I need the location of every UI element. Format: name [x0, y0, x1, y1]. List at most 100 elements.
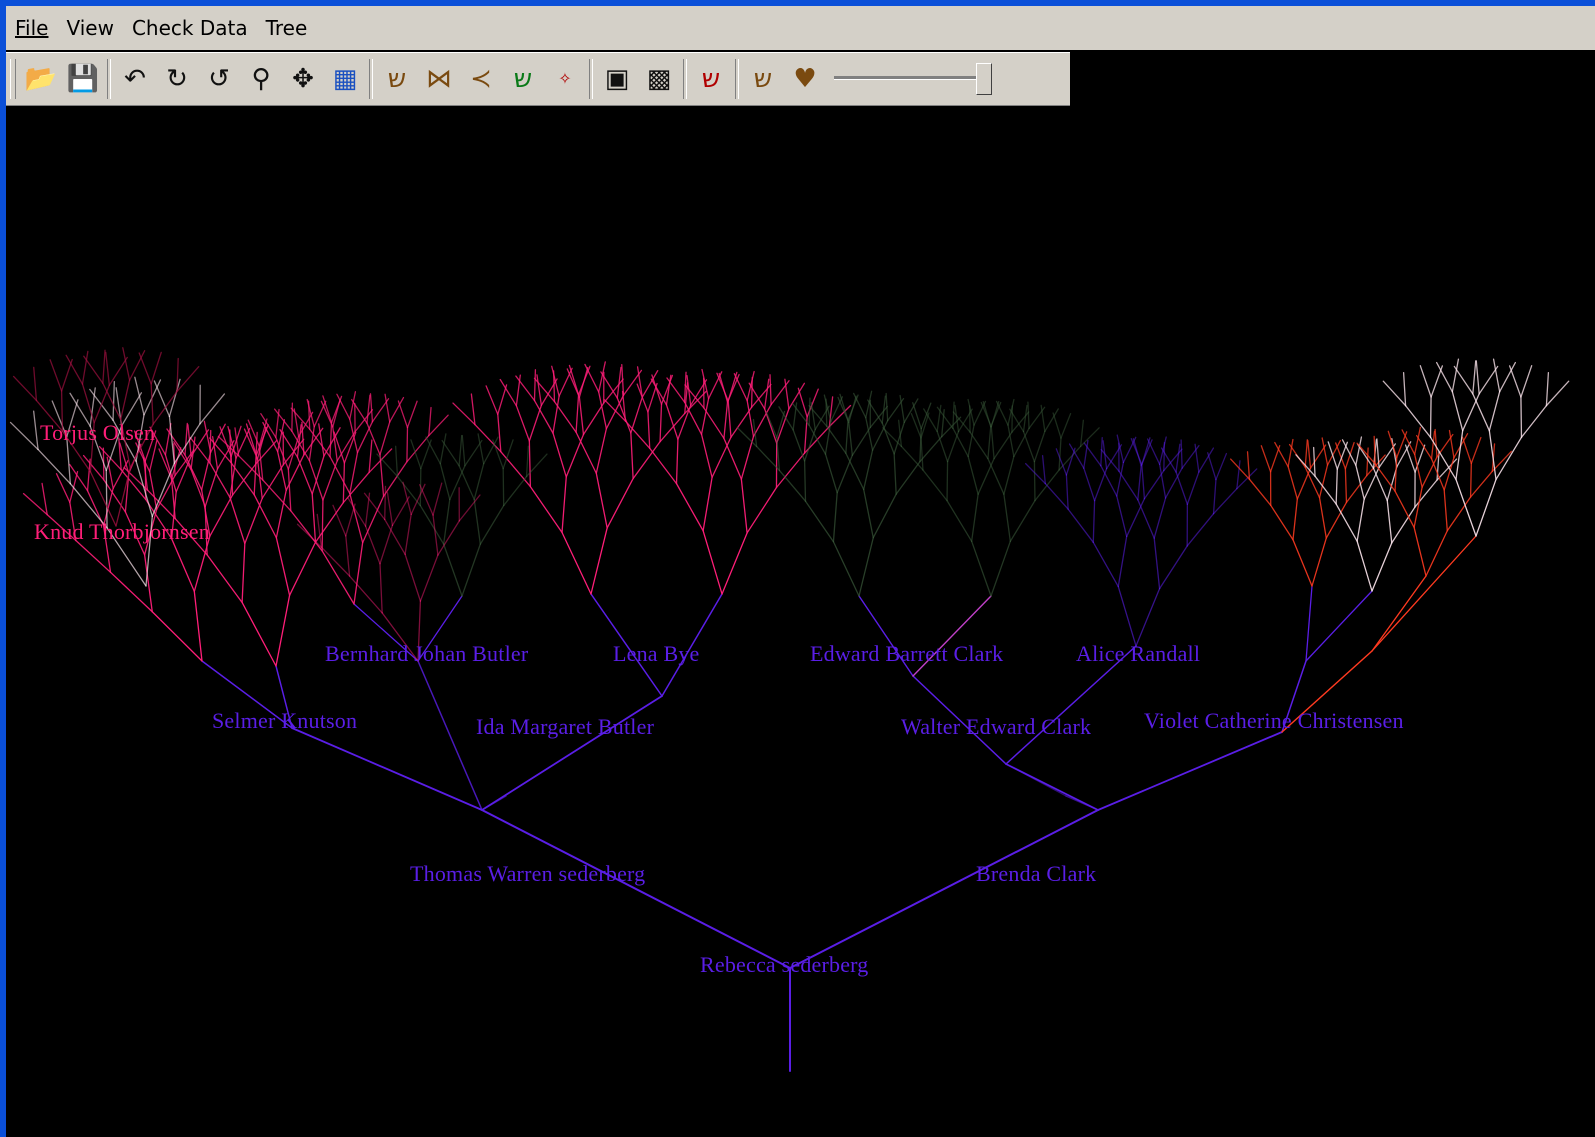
tree-branch [1027, 401, 1030, 430]
heart-icon[interactable]: ♥ [793, 64, 817, 94]
tree-branch [863, 488, 874, 539]
menu-tree[interactable]: Tree [265, 16, 308, 40]
tree-branch [703, 407, 725, 439]
person-label-ancestor[interactable]: Knud Thorbjornsen [34, 519, 210, 544]
tree-branch [253, 454, 258, 496]
tree-branch [417, 595, 463, 662]
tree-branch [1116, 434, 1125, 464]
tree-branch [336, 393, 351, 420]
export-icon[interactable]: ▩ [646, 64, 672, 94]
person-label-father[interactable]: Thomas Warren sederberg [410, 861, 646, 886]
tree-branch [529, 485, 563, 534]
menu-file[interactable]: File [15, 16, 49, 40]
smith-tree-icon[interactable]: ✧ [558, 69, 572, 88]
person-label-great-grandparent[interactable]: Lena Bye [613, 641, 700, 666]
tree-branch [1230, 458, 1251, 480]
toolbar-grip[interactable] [10, 59, 16, 99]
reset-icon[interactable]: ↺ [208, 64, 230, 94]
tree-branch [765, 411, 778, 439]
tree-branch [993, 431, 1013, 460]
tree-branch [384, 485, 387, 521]
tree-branch [296, 523, 323, 548]
tree-branch [1246, 451, 1251, 480]
zoom-icon[interactable]: ⚲ [251, 64, 271, 94]
tree-branch [321, 499, 324, 552]
open-folder-icon[interactable]: 📂 [24, 64, 58, 94]
red-tree-icon[interactable]: ש [701, 64, 721, 94]
color-tree-icon[interactable]: ש [513, 64, 533, 94]
tree-branch [1475, 360, 1480, 395]
slider-thumb[interactable] [976, 63, 992, 95]
tree-branch [952, 401, 955, 430]
tree-branch [946, 460, 949, 502]
tree-branch [102, 349, 106, 384]
rotate-left-icon[interactable]: ↶ [124, 64, 146, 94]
tree-branch [1181, 445, 1200, 469]
tree-branch [1318, 497, 1327, 539]
tree-branch [1414, 426, 1421, 456]
tree-branch [389, 396, 405, 423]
person-label-great-grandparent[interactable]: Bernhard Johan Butler [325, 641, 529, 666]
tree-branch [778, 406, 794, 431]
tree-branch [354, 409, 374, 433]
menu-view[interactable]: View [66, 16, 114, 40]
tree-branch [912, 402, 922, 430]
fan-tree-icon[interactable]: ש [387, 64, 407, 94]
tree-branch [308, 426, 315, 462]
descendant-icon[interactable]: ש [753, 64, 773, 94]
save-icon[interactable]: 💾 [66, 64, 100, 94]
person-label-paternal-grandmother[interactable]: Ida Margaret Butler [476, 714, 655, 739]
tree-branch [1327, 441, 1338, 470]
tree-branch [1402, 371, 1407, 407]
person-label-maternal-grandmother[interactable]: Violet Catherine Christensen [1144, 708, 1404, 733]
person-label-paternal-grandfather[interactable]: Selmer Knutson [212, 708, 358, 733]
tree-branch [832, 541, 860, 597]
tree-branch [575, 431, 597, 474]
tree-branch [1356, 540, 1373, 592]
tree-branch [893, 453, 897, 495]
tree-branch [134, 376, 145, 416]
tree-branch [977, 457, 995, 495]
tree-branch [145, 515, 153, 587]
tree-branch [1100, 448, 1120, 472]
tree-branch [135, 460, 153, 517]
tree-layout-icon[interactable]: ▦ [332, 64, 358, 94]
tree-branch [386, 491, 394, 526]
tree-branch [209, 423, 226, 453]
zoom-slider[interactable] [834, 57, 996, 101]
tree-branch [151, 462, 175, 517]
move-icon[interactable]: ✥ [292, 64, 314, 94]
tree-branch [603, 399, 627, 422]
tree-branch [851, 426, 871, 456]
person-label-maternal-grandfather[interactable]: Walter Edward Clark [901, 714, 1092, 739]
tree-branch [133, 430, 146, 462]
tree-branch [470, 393, 476, 426]
tree-branch [1520, 365, 1533, 398]
person-label-great-grandparent[interactable]: Alice Randall [1076, 641, 1201, 666]
tree-branch [473, 463, 485, 501]
hourglass-icon[interactable]: ⋈ [426, 64, 452, 94]
tree-branch [893, 421, 905, 455]
menu-check-data[interactable]: Check Data [131, 16, 248, 40]
tree-branch [322, 460, 338, 501]
tree-branch [184, 454, 203, 491]
tree-canvas[interactable]: Rebecca sederberg Thomas Warren sederber… [6, 106, 1595, 1137]
tree-branch [363, 492, 386, 521]
person-label-mother[interactable]: Brenda Clark [976, 861, 1097, 886]
person-label-great-grandparent[interactable]: Edward Barrett Clark [810, 641, 1004, 666]
tree-branch [464, 439, 483, 467]
tree-branch [75, 539, 112, 573]
tree-branch [349, 391, 357, 420]
pedigree-icon[interactable]: ≺ [470, 64, 492, 94]
rotate-right-icon[interactable]: ↻ [166, 64, 188, 94]
tree-branch [853, 392, 867, 419]
tree-branch [1376, 438, 1380, 469]
archive-icon[interactable]: ▣ [604, 64, 630, 94]
person-label-ancestor[interactable]: Torjus Olsen [40, 420, 156, 445]
tree-branch [1475, 478, 1497, 537]
tree-branch [987, 457, 1005, 495]
tree-branch [102, 487, 114, 527]
tree-branch [1470, 436, 1482, 465]
person-label-root[interactable]: Rebecca sederberg [700, 952, 869, 977]
tree-branch [1430, 430, 1436, 460]
